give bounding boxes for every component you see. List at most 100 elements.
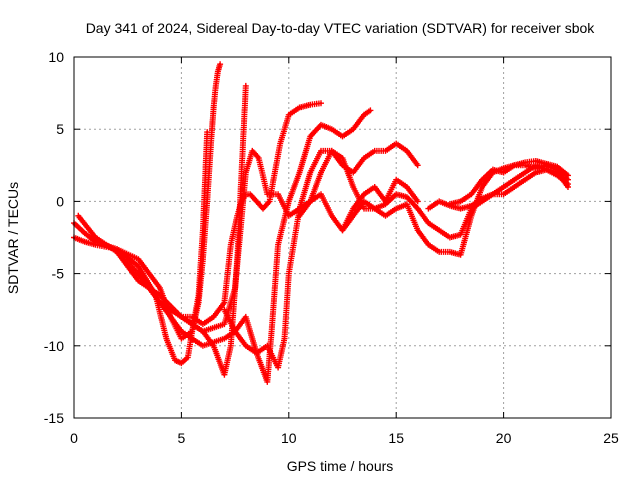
data-point xyxy=(94,243,97,246)
data-point xyxy=(233,286,237,290)
data-point xyxy=(373,207,376,210)
x-tick-label: 25 xyxy=(603,430,619,446)
data-point xyxy=(491,192,495,196)
data-point xyxy=(523,171,527,174)
data-point xyxy=(330,149,333,153)
data-point xyxy=(513,164,516,167)
data-point xyxy=(459,253,462,257)
y-tick-label: 10 xyxy=(48,49,64,65)
x-tick-label: 20 xyxy=(496,430,512,446)
data-point xyxy=(244,315,248,319)
data-point xyxy=(236,214,239,218)
data-point xyxy=(416,207,419,210)
data-point xyxy=(502,192,505,196)
data-point xyxy=(186,356,190,359)
data-point xyxy=(341,229,344,232)
data-point xyxy=(251,149,254,153)
data-point xyxy=(566,178,570,181)
data-point xyxy=(523,161,527,164)
data-point xyxy=(556,174,559,177)
data-point xyxy=(266,344,269,347)
data-point xyxy=(330,214,333,218)
data-point xyxy=(480,197,484,200)
data-point xyxy=(268,200,271,203)
data-point xyxy=(309,171,312,174)
data-point xyxy=(158,301,162,304)
data-point xyxy=(255,351,258,355)
data-point xyxy=(405,185,409,189)
data-point xyxy=(261,207,265,210)
data-point xyxy=(319,102,323,105)
data-point xyxy=(427,207,430,210)
data-point xyxy=(223,301,226,304)
data-point xyxy=(362,200,366,203)
data-point xyxy=(319,192,323,196)
data-point xyxy=(276,366,280,369)
data-point xyxy=(459,233,462,236)
data-point xyxy=(480,185,484,189)
data-point xyxy=(244,84,248,88)
data-point xyxy=(190,315,194,319)
data-point xyxy=(115,250,119,254)
data-point xyxy=(77,214,80,218)
data-point xyxy=(384,203,387,206)
data-point xyxy=(427,221,430,225)
series-s12 xyxy=(446,158,571,208)
data-point xyxy=(223,337,226,340)
data-point xyxy=(395,178,398,181)
data-point xyxy=(319,171,323,174)
y-tick-label: 0 xyxy=(56,193,64,209)
data-point xyxy=(362,113,366,116)
data-point xyxy=(223,308,226,311)
data-point xyxy=(352,214,355,218)
data-point xyxy=(83,231,86,235)
data-point xyxy=(298,171,301,174)
ticks: 0 5 10 15 20 25 -15 -10 -5 0 5 10 xyxy=(44,49,619,446)
data-point xyxy=(341,156,344,160)
data-point xyxy=(94,236,97,239)
data-point xyxy=(448,250,452,254)
data-point xyxy=(523,178,527,181)
data-point xyxy=(341,135,344,138)
data-point xyxy=(214,84,217,88)
data-point xyxy=(266,192,269,196)
data-point xyxy=(180,337,183,340)
data-point xyxy=(287,200,290,203)
data-point xyxy=(459,207,462,210)
x-tick-label: 0 xyxy=(70,430,78,446)
data-point xyxy=(416,229,419,232)
data-point xyxy=(352,128,355,131)
data-point xyxy=(405,195,409,199)
series-group xyxy=(71,61,571,385)
data-point xyxy=(165,337,168,340)
data-point xyxy=(298,106,301,109)
data-point xyxy=(395,192,398,196)
data-point xyxy=(470,192,473,196)
data-point xyxy=(201,322,205,326)
data-point xyxy=(244,171,248,174)
data-point xyxy=(373,185,376,189)
data-point xyxy=(416,200,419,203)
data-point xyxy=(362,192,366,196)
data-point xyxy=(437,200,441,203)
data-point xyxy=(233,330,237,333)
data-point xyxy=(545,168,548,171)
data-point xyxy=(330,128,333,131)
data-point xyxy=(201,344,205,347)
data-point xyxy=(491,168,495,171)
data-point xyxy=(137,265,140,268)
data-point xyxy=(257,156,260,160)
y-axis-label: SDTVAR / TECUs xyxy=(5,182,21,294)
data-point xyxy=(545,162,548,166)
data-point xyxy=(448,203,452,206)
data-point xyxy=(298,207,301,210)
data-point xyxy=(287,214,290,218)
chart-title: Day 341 of 2024, Sidereal Day-to-day VTE… xyxy=(86,20,596,36)
data-point xyxy=(566,182,570,186)
data-point xyxy=(405,149,409,153)
data-point xyxy=(384,214,387,218)
data-point xyxy=(427,243,430,246)
data-point xyxy=(229,344,233,347)
